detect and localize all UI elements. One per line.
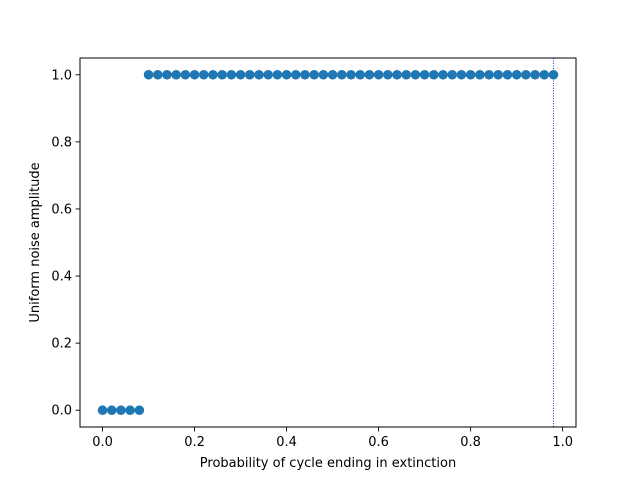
data-point xyxy=(171,69,181,80)
data-point xyxy=(309,69,319,80)
data-point xyxy=(355,69,366,80)
data-point xyxy=(419,69,430,80)
data-point xyxy=(401,69,412,80)
data-point xyxy=(456,69,467,80)
data-point xyxy=(364,69,375,80)
data-point xyxy=(327,69,338,80)
data-point xyxy=(337,69,347,80)
data-point xyxy=(530,69,540,80)
data-point xyxy=(244,69,255,80)
data-point xyxy=(281,69,292,80)
data-point xyxy=(521,69,531,80)
data-point xyxy=(263,69,273,80)
data-point xyxy=(502,69,513,80)
data-point xyxy=(447,69,458,80)
y-tick-label: 0.4 xyxy=(51,270,72,285)
x-tick-label: 0.0 xyxy=(92,435,113,450)
y-tick-label: 1.0 xyxy=(51,68,72,83)
data-point xyxy=(97,405,108,416)
x-tick-label: 0.4 xyxy=(276,435,297,450)
data-point xyxy=(272,69,283,80)
y-tick-label: 0.2 xyxy=(51,337,72,352)
y-tick-label: 0.8 xyxy=(51,135,72,150)
data-point xyxy=(235,69,246,80)
data-point xyxy=(116,405,126,416)
data-point xyxy=(226,69,237,80)
data-point xyxy=(539,69,550,80)
x-axis-label: Probability of cycle ending in extinctio… xyxy=(200,456,456,471)
data-point xyxy=(162,69,172,80)
data-point xyxy=(392,69,402,80)
y-tick-label: 0.6 xyxy=(51,202,72,217)
data-point xyxy=(152,69,163,80)
data-point xyxy=(208,69,218,80)
y-tick-label: 0.0 xyxy=(51,404,72,419)
data-point xyxy=(217,69,227,80)
x-tick-label: 0.2 xyxy=(184,435,205,450)
y-axis-ticks: 0.0 0.2 0.4 0.6 0.8 1.0 xyxy=(51,68,80,419)
data-point xyxy=(493,69,504,80)
data-point xyxy=(106,405,117,416)
y-axis-label: Uniform noise amplitude xyxy=(28,162,43,322)
x-axis-ticks: 0.0 0.2 0.4 0.6 0.8 1.0 xyxy=(92,427,573,450)
data-point xyxy=(143,69,154,80)
x-tick-label: 0.8 xyxy=(460,435,481,450)
data-point xyxy=(410,69,421,80)
x-tick-label: 0.6 xyxy=(368,435,389,450)
data-point xyxy=(484,69,494,80)
axes-frame xyxy=(79,57,577,428)
data-point xyxy=(429,69,439,80)
data-point xyxy=(438,69,448,80)
data-point xyxy=(254,69,264,80)
data-point xyxy=(180,69,191,80)
data-point xyxy=(511,69,522,80)
data-point xyxy=(383,69,393,80)
data-point xyxy=(475,69,485,80)
data-point xyxy=(548,69,559,80)
data-point xyxy=(134,405,145,416)
data-point xyxy=(373,69,384,80)
data-point xyxy=(465,69,476,80)
data-point xyxy=(346,69,356,80)
data-point xyxy=(198,69,209,80)
data-point xyxy=(318,69,329,80)
plot-area xyxy=(79,57,577,428)
data-point xyxy=(125,405,135,416)
data-point xyxy=(290,69,301,80)
data-point xyxy=(189,69,200,80)
data-point xyxy=(300,69,310,80)
points-layer xyxy=(97,69,559,416)
x-tick-label: 1.0 xyxy=(552,435,573,450)
